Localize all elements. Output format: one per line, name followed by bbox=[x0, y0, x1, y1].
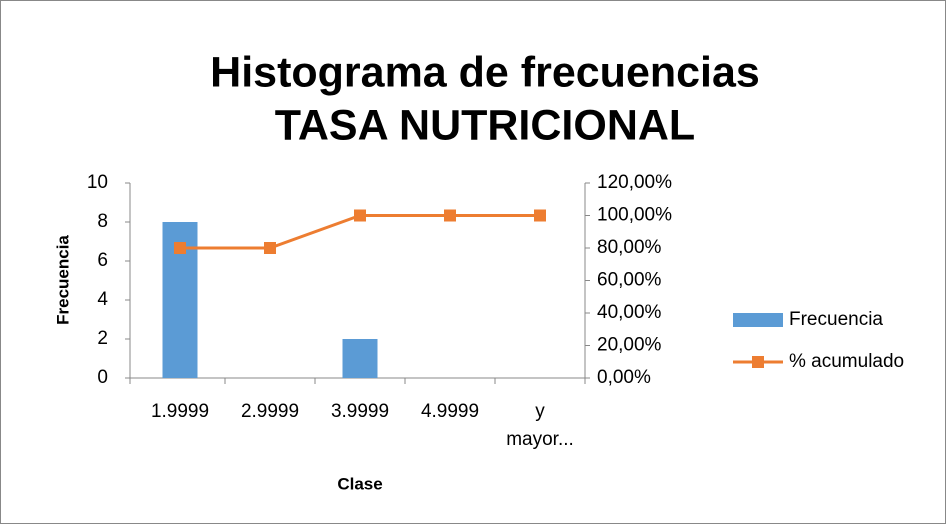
x-tick-label: 2.9999 bbox=[240, 401, 300, 422]
y-tick-label: 6 bbox=[97, 250, 108, 271]
y2-tick-label: 60,00% bbox=[597, 270, 662, 291]
y2-tick-label: 120,00% bbox=[597, 172, 672, 193]
chart-subtitle: TASA NUTRICIONAL bbox=[275, 101, 695, 149]
y2-tick-label: 20,00% bbox=[597, 335, 662, 356]
y2-tick-label: 40,00% bbox=[597, 302, 662, 323]
line-marker bbox=[444, 209, 456, 222]
x-axis-label: Clase bbox=[337, 474, 382, 493]
y-tick-label: 2 bbox=[97, 328, 108, 349]
chart-title: Histograma de frecuencias bbox=[210, 48, 760, 96]
y2-tick-label: 80,00% bbox=[597, 237, 662, 258]
x-tick-label: 1.9999 bbox=[150, 401, 210, 422]
y-tick-label: 8 bbox=[97, 211, 108, 232]
line-marker bbox=[264, 242, 276, 254]
line-marker bbox=[534, 209, 546, 222]
line-marker bbox=[174, 242, 186, 254]
y2-tick-label: 100,00% bbox=[597, 205, 672, 226]
legend-marker bbox=[752, 356, 764, 368]
x-tick-label: y mayor... bbox=[506, 401, 574, 450]
y-tick-label: 4 bbox=[97, 289, 108, 310]
y-axis-label: Frecuencia bbox=[53, 235, 72, 325]
x-tick-label: 3.9999 bbox=[330, 401, 390, 422]
legend-label: Frecuencia bbox=[789, 309, 883, 330]
y-tick-label: 10 bbox=[87, 172, 108, 193]
x-tick-label: 4.9999 bbox=[420, 401, 480, 422]
legend-swatch bbox=[733, 313, 783, 327]
line-marker bbox=[354, 209, 366, 222]
y-tick-label: 0 bbox=[97, 367, 108, 388]
y2-tick-label: 0,00% bbox=[597, 367, 651, 388]
bar bbox=[342, 339, 378, 378]
legend-label: % acumulado bbox=[789, 351, 904, 372]
